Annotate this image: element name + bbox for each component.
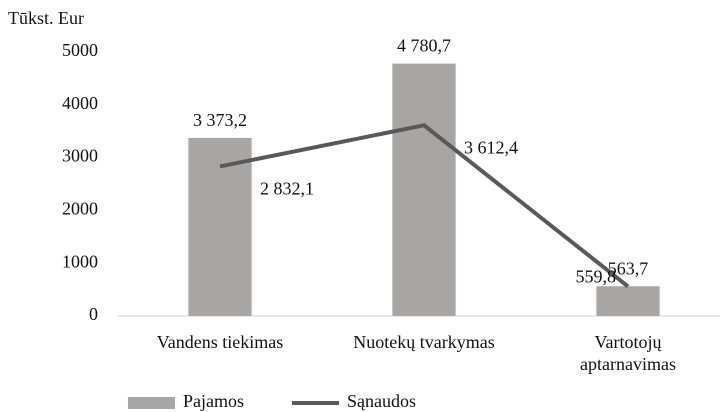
- y-tick-label: 5000: [62, 40, 98, 60]
- legend-label: Sąnaudos: [347, 391, 416, 411]
- data-label: 3 612,4: [464, 137, 518, 157]
- y-tick-label: 1000: [62, 251, 98, 271]
- data-label: 3 373,2: [193, 110, 247, 130]
- data-label: 563,7: [608, 258, 649, 278]
- data-label: 559,8: [576, 267, 617, 287]
- y-tick-label: 2000: [62, 199, 98, 219]
- y-tick-label: 4000: [62, 93, 98, 113]
- legend-swatch: [128, 397, 175, 409]
- legend-label: Pajamos: [183, 391, 244, 411]
- data-label: 4 780,7: [397, 36, 451, 56]
- y-tick-label: 0: [89, 304, 98, 324]
- x-tick-label: Vartotojų: [595, 332, 663, 352]
- bar: [188, 137, 252, 316]
- x-tick-label: aptarnavimas: [580, 354, 676, 374]
- bar: [392, 63, 456, 316]
- line: [219, 123, 630, 289]
- data-label: 2 832,1: [260, 179, 314, 199]
- y-tick-label: 3000: [62, 146, 98, 166]
- bar: [596, 286, 660, 316]
- y-axis-label: Tūkst. Eur: [8, 8, 84, 28]
- x-tick-label: Nuotekų tvarkymas: [353, 332, 494, 352]
- x-tick-label: Vandens tiekimas: [157, 332, 283, 352]
